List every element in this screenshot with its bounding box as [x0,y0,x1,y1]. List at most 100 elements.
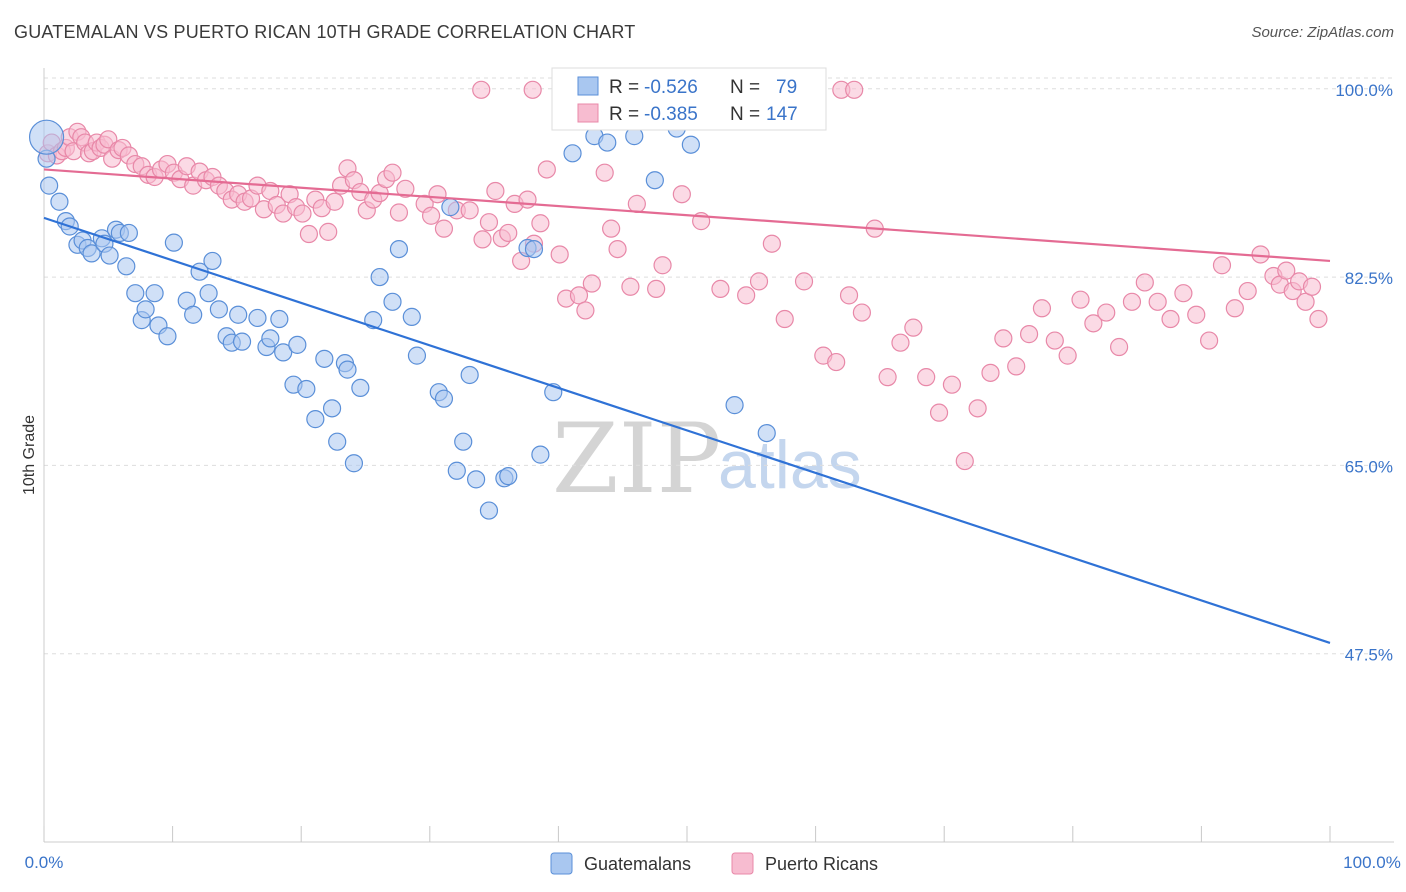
x-tick-label-min: 0.0% [25,853,64,872]
guatemalans-point [261,329,280,348]
puerto-ricans-point [891,333,910,352]
puerto-ricans-point [608,239,627,259]
guatemalans-point [315,349,334,368]
puerto-ricans-point [531,214,550,233]
puerto-ricans-point [794,272,814,291]
puerto-ricans-point [1302,277,1322,296]
puerto-ricans-n-label: N = [730,104,760,125]
guatemalans-point [288,335,307,354]
puerto-ricans-point [479,213,499,232]
puerto-ricans-point [523,80,542,99]
y-axis-tick-labels: 100.0% 82.5% 65.0% 47.5% [1335,81,1393,665]
guatemalans-point [209,300,228,319]
legend-puerto-ricans-label: Puerto Ricans [765,854,878,874]
puerto-ricans-point [1225,299,1244,318]
guatemalans-point [274,343,293,362]
puerto-ricans-point [499,223,518,243]
puerto-ricans-point [576,301,595,320]
guatemalans-point [725,396,744,415]
y-axis-title: 10th Grade [21,415,38,495]
puerto-ricans-point [878,368,897,387]
gridlines [44,77,1394,655]
legend-puerto-ricans-swatch [731,852,754,875]
guatemalans-point [126,284,145,303]
puerto-ricans-point [653,256,672,275]
x-axis-ticks [43,826,1331,842]
watermark-zip: ZIP [552,403,721,515]
puerto-ricans-point [293,204,312,223]
guatemalans-point [681,135,700,154]
guatemalans-point [454,432,473,451]
guatemalans-point [757,423,776,443]
puerto-ricans-r-value: -0.385 [644,104,698,125]
guatemalans-point [499,467,518,486]
guatemalans-point [297,379,316,399]
puerto-ricans-point [1148,292,1167,311]
puerto-ricans-point [621,277,640,296]
puerto-ricans-point [383,163,402,182]
guatemalans-r-label: R = [609,77,639,98]
chart-title: GUATEMALAN VS PUERTO RICAN 10TH GRADE CO… [14,22,636,42]
puerto-ricans-point [1007,357,1026,376]
puerto-ricans-point [955,451,974,471]
puerto-ricans-point [1097,303,1116,322]
guatemalans-point [50,192,69,211]
guatemalans-point [100,246,119,265]
puerto-ricans-point [434,219,454,238]
puerto-ricans-point [486,181,505,201]
guatemalans-point [184,305,203,324]
puerto-ricans-point [1174,284,1193,303]
guatemalans-point [460,365,479,385]
puerto-ricans-point [942,375,962,394]
puerto-ricans-point [569,286,589,305]
guatemalans-point [344,454,364,473]
puerto-ricans-point [1122,292,1142,311]
puerto-ricans-point [1212,256,1232,275]
puerto-ricans-point [396,179,415,198]
puerto-ricans-point [1071,290,1090,309]
puerto-ricans-point [1277,261,1296,280]
guatemalans-point [598,133,617,152]
guatemalans-point [203,251,222,271]
x-tick-label-max: 100.0% [1343,853,1401,872]
guatemalans-point [164,233,183,252]
puerto-ricans-point [968,399,987,418]
guatemalans-point [441,198,460,217]
puerto-ricans-point [711,279,730,299]
guatemalans-point [407,346,427,365]
puerto-ricans-point [1084,314,1103,333]
puerto-ricans-point [1238,281,1257,301]
puerto-ricans-point [1045,331,1064,350]
guatemalans-point [402,307,421,326]
puerto-ricans-point [1187,305,1206,324]
guatemalans-point [466,470,486,489]
puerto-ricans-point [775,309,794,329]
puerto-ricans-point [1296,292,1315,311]
guatemalans-point [158,327,177,346]
puerto-ricans-point [537,160,556,179]
puerto-ricans-point [852,303,871,322]
guatemalans-n-label: N = [730,77,760,98]
legend-guatemalans-swatch [550,852,573,875]
guatemalans-point [248,308,267,328]
puerto-ricans-point [672,185,691,204]
guatemalans-swatch [577,76,599,96]
puerto-ricans-point [994,329,1013,348]
puerto-ricans-n-value: 147 [766,104,798,125]
puerto-ricans-point [917,368,936,387]
guatemalans-point [645,171,664,190]
guatemalans-point [232,332,252,351]
puerto-ricans-point [460,201,479,220]
guatemalans-point [82,244,101,263]
trend-lines [43,168,1331,644]
guatemalans-point [338,360,357,379]
puerto-ricans-point [428,185,447,204]
puerto-ricans-point [472,80,491,99]
guatemalans-point [306,410,325,429]
puerto-ricans-point [845,80,864,99]
guatemalans-point [389,239,409,259]
guatemalans-point [117,257,136,276]
guatemalans-r-value: -0.526 [644,77,698,98]
stats-legend: R = -0.526 N = 79 R = -0.385 N = 147 [551,67,827,131]
